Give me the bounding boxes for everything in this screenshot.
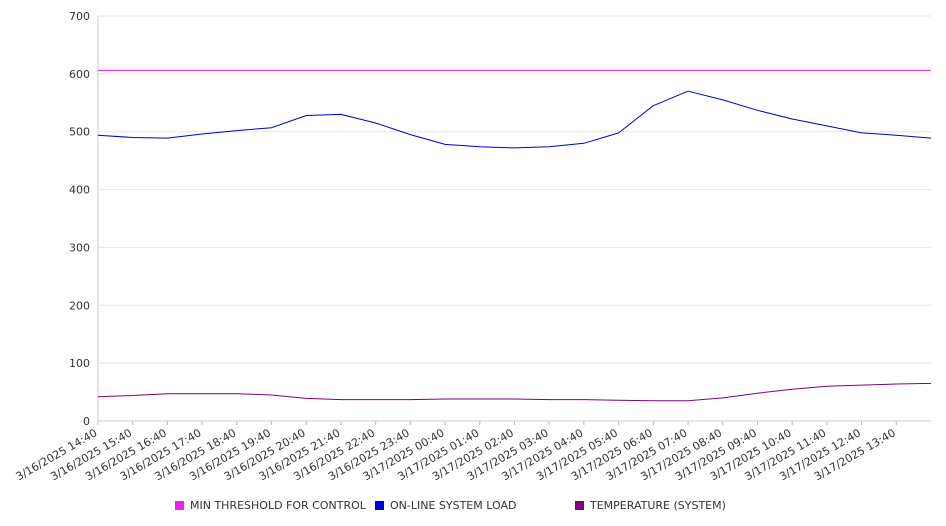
- y-tick-label: 400: [69, 184, 90, 197]
- series-line-2: [97, 382, 932, 402]
- legend-label-threshold: MIN THRESHOLD FOR CONTROL: [190, 499, 366, 512]
- legend-swatch-system-load: [375, 501, 384, 510]
- x-tick-labels: 3/16/2025 14:403/16/2025 15:403/16/2025 …: [14, 426, 898, 483]
- legend-label-temperature: TEMPERATURE (SYSTEM): [590, 499, 726, 512]
- legend: MIN THRESHOLD FOR CONTROL ON-LINE SYSTEM…: [0, 499, 946, 513]
- y-tick-label: 500: [69, 126, 90, 139]
- y-tick-label: 700: [69, 10, 90, 23]
- axes: [97, 16, 931, 425]
- legend-item-temperature: TEMPERATURE (SYSTEM): [575, 499, 726, 512]
- legend-item-threshold: MIN THRESHOLD FOR CONTROL: [175, 499, 366, 512]
- legend-label-system-load: ON-LINE SYSTEM LOAD: [390, 499, 517, 512]
- legend-swatch-threshold: [175, 501, 184, 510]
- y-tick-label: 600: [69, 68, 90, 81]
- line-chart: 0 100 200 300 400 500 600 700 3/16/2025 14:403/…: [14, 10, 932, 483]
- legend-item-system-load: ON-LINE SYSTEM LOAD: [375, 499, 516, 512]
- y-tick-label: 300: [69, 241, 90, 254]
- series-lines: [97, 69, 932, 402]
- legend-swatch-temperature: [575, 501, 584, 510]
- gridlines: [98, 15, 931, 364]
- series-line-1: [97, 90, 932, 149]
- y-tick-label: 0: [83, 415, 90, 428]
- y-tick-label: 200: [69, 299, 90, 312]
- y-tick-label: 100: [69, 357, 90, 370]
- y-tick-labels: 0 100 200 300 400 500 600 700: [69, 10, 90, 428]
